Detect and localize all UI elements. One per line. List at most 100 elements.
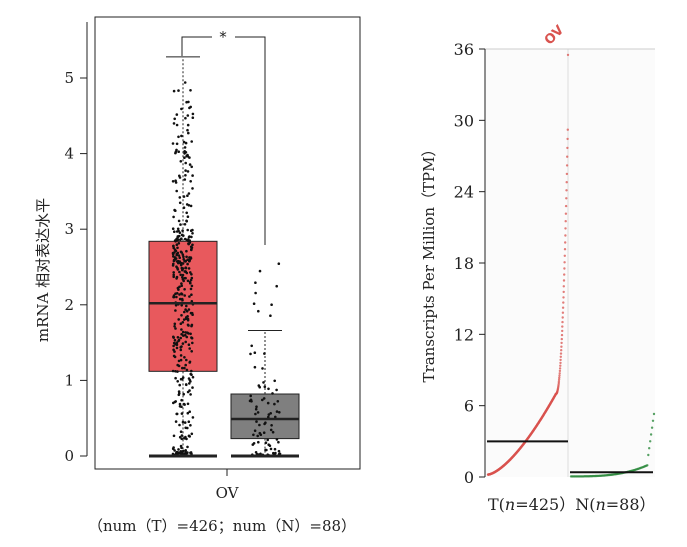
data-point bbox=[190, 140, 193, 143]
data-point bbox=[185, 335, 189, 339]
data-point-T bbox=[558, 369, 562, 373]
data-point bbox=[172, 336, 175, 339]
data-point bbox=[173, 258, 177, 261]
data-point bbox=[184, 435, 187, 439]
data-point-T bbox=[562, 296, 565, 299]
data-point bbox=[265, 448, 268, 452]
y-axis-label: mRNA 相对表达水平 bbox=[34, 198, 52, 342]
data-point bbox=[187, 267, 191, 270]
data-point bbox=[249, 398, 253, 402]
y-tick-label: 30 bbox=[454, 111, 474, 130]
data-point bbox=[177, 135, 180, 139]
data-point bbox=[183, 366, 186, 370]
data-point bbox=[189, 372, 192, 376]
data-point bbox=[188, 360, 192, 364]
data-point bbox=[187, 131, 190, 135]
data-point bbox=[253, 365, 257, 369]
data-point bbox=[174, 150, 178, 153]
data-point bbox=[177, 364, 181, 368]
data-point bbox=[178, 256, 181, 260]
data-point bbox=[171, 227, 175, 230]
data-point bbox=[181, 253, 185, 256]
data-point bbox=[186, 123, 190, 127]
data-point-T bbox=[566, 137, 569, 141]
data-point-T bbox=[563, 273, 566, 276]
data-point bbox=[182, 257, 185, 261]
data-point bbox=[174, 304, 178, 307]
data-point bbox=[176, 336, 180, 339]
data-point bbox=[254, 407, 258, 411]
data-point bbox=[185, 383, 188, 387]
data-point bbox=[262, 397, 266, 400]
data-point bbox=[174, 209, 177, 212]
data-point bbox=[182, 195, 186, 198]
n-label-part: ） bbox=[559, 495, 575, 514]
data-point bbox=[249, 352, 252, 356]
data-point bbox=[172, 262, 175, 266]
data-point bbox=[186, 411, 190, 415]
data-point bbox=[176, 238, 180, 241]
data-point bbox=[191, 187, 194, 190]
data-point bbox=[250, 344, 253, 348]
data-point-N bbox=[651, 419, 655, 422]
data-point bbox=[173, 400, 177, 404]
data-point bbox=[181, 330, 185, 334]
data-point bbox=[182, 140, 186, 144]
data-point bbox=[179, 322, 183, 326]
y-tick-label: 5 bbox=[64, 69, 74, 87]
n-label-part: T( bbox=[488, 495, 505, 514]
data-point bbox=[187, 308, 191, 311]
data-point bbox=[180, 282, 183, 285]
y-tick-label: 0 bbox=[464, 468, 474, 487]
data-point bbox=[180, 304, 183, 307]
data-point bbox=[188, 258, 191, 262]
data-point bbox=[186, 170, 190, 173]
y-tick-label: 36 bbox=[454, 40, 474, 59]
data-points bbox=[486, 53, 656, 478]
data-point bbox=[190, 432, 194, 436]
data-point bbox=[191, 313, 194, 317]
data-point-T bbox=[566, 53, 570, 57]
plot-frame bbox=[94, 16, 361, 470]
data-point bbox=[273, 447, 277, 451]
data-point bbox=[186, 215, 190, 218]
data-point bbox=[179, 358, 183, 362]
data-point-N bbox=[650, 426, 654, 429]
data-point bbox=[180, 233, 184, 237]
data-point bbox=[186, 390, 190, 394]
x-axis-label: OV bbox=[216, 484, 240, 502]
data-point bbox=[191, 375, 195, 379]
data-point bbox=[172, 271, 175, 274]
data-point bbox=[172, 275, 175, 279]
data-point bbox=[180, 107, 183, 111]
data-point bbox=[186, 128, 189, 132]
y-axis-ticks: 0 1 2 3 4 5 bbox=[64, 69, 87, 465]
data-point bbox=[179, 223, 182, 226]
data-point bbox=[183, 150, 186, 153]
data-point bbox=[172, 446, 175, 449]
data-point bbox=[184, 333, 187, 337]
data-point-T bbox=[560, 337, 563, 341]
data-point bbox=[188, 378, 192, 382]
data-point bbox=[252, 302, 256, 306]
data-point bbox=[252, 442, 256, 445]
data-point bbox=[175, 295, 178, 299]
data-point-T bbox=[564, 212, 568, 215]
data-point bbox=[186, 194, 189, 197]
data-point-N bbox=[648, 447, 651, 450]
data-point-T bbox=[562, 290, 565, 294]
data-point bbox=[271, 392, 274, 395]
data-point bbox=[174, 376, 177, 380]
data-point bbox=[174, 370, 177, 373]
data-point bbox=[188, 410, 191, 414]
data-point bbox=[188, 347, 191, 350]
data-point bbox=[173, 230, 176, 233]
data-point bbox=[178, 392, 181, 395]
data-point bbox=[177, 219, 181, 223]
data-point-T bbox=[562, 301, 565, 304]
data-point-T bbox=[560, 345, 563, 348]
data-point bbox=[174, 181, 178, 184]
data-point-T bbox=[561, 329, 564, 333]
data-point bbox=[191, 416, 195, 419]
data-point bbox=[191, 112, 195, 116]
